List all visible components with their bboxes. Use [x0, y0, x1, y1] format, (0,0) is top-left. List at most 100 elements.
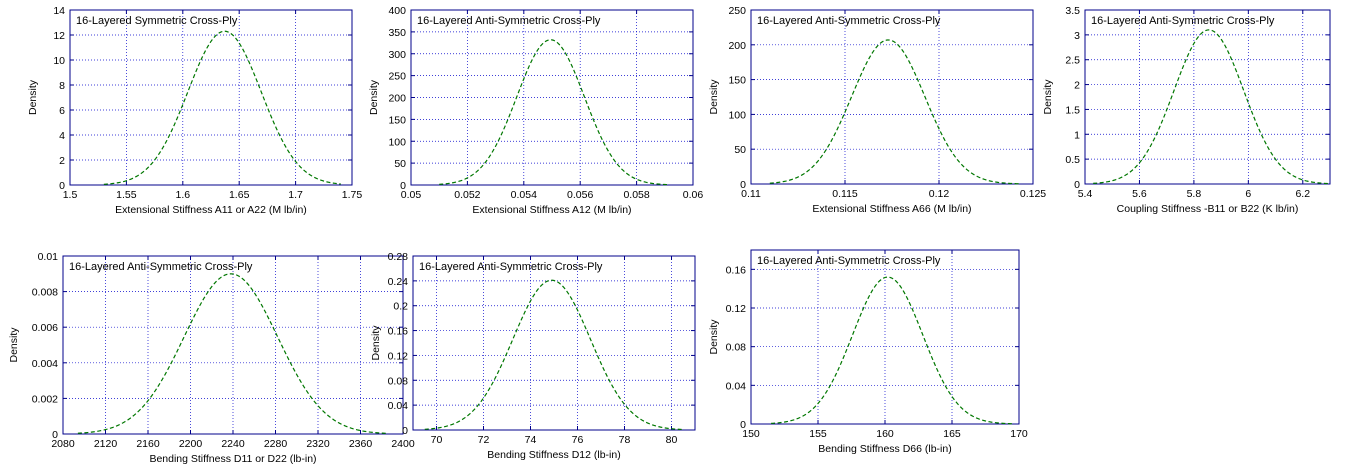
x-tick-label: 2080: [51, 438, 75, 450]
y-tick-label: 3: [1074, 30, 1080, 42]
x-tick-label: 0.05: [401, 189, 422, 201]
x-axis-label: Coupling Stiffness -B11 or B22 (K lb/in): [1117, 203, 1299, 215]
x-tick-label: 2280: [264, 438, 288, 450]
x-tick-label: 2320: [306, 438, 330, 450]
x-tick-label: 5.4: [1078, 188, 1093, 200]
x-tick-label: 1.5: [63, 189, 78, 201]
y-tick-label: 3.5: [1065, 5, 1080, 17]
y-tick-label: 0.006: [32, 322, 58, 334]
x-tick-label: 2360: [349, 438, 373, 450]
x-tick-label: 170: [1010, 428, 1028, 440]
x-tick-label: 0.12: [929, 188, 950, 200]
x-tick-label: 150: [742, 428, 760, 440]
x-tick-label: 160: [876, 428, 894, 440]
x-tick-label: 1.55: [116, 189, 137, 201]
y-tick-label: 0.002: [32, 393, 58, 405]
y-tick-label: 0: [52, 429, 58, 441]
y-tick-label: 0.008: [32, 287, 58, 299]
y-tick-label: 0: [59, 180, 65, 192]
chart-title: 16-Layered Anti-Symmetric Cross-Ply: [1091, 15, 1275, 27]
chart-title: 16-Layered Anti-Symmetric Cross-Ply: [757, 15, 941, 27]
chart-panel-2: 0.05 0.052 0.054 0.056 0.058 0.06 0 50 100 150 200…: [368, 5, 703, 216]
y-tick-label: 2: [59, 155, 65, 167]
x-tick-label: 2120: [94, 438, 118, 450]
y-tick-label: 2: [1074, 80, 1080, 92]
density-curve: [103, 30, 341, 185]
density-curve: [439, 39, 668, 186]
y-tick-label: 0: [740, 179, 746, 191]
x-tick-label: 70: [431, 434, 443, 446]
y-tick-label: 250: [388, 71, 406, 83]
chart-title: 16-Layered Anti-Symmetric Cross-Ply: [417, 15, 601, 27]
x-tick-label: 0.056: [567, 189, 593, 201]
y-tick-label: 200: [728, 40, 746, 52]
y-axis-label: Density: [27, 79, 39, 115]
y-tick-label: 400: [388, 5, 406, 17]
x-tick-label: 2400: [391, 438, 415, 450]
x-tick-label: 0.058: [623, 189, 649, 201]
x-tick-label: 2200: [179, 438, 203, 450]
x-tick-label: 78: [619, 434, 631, 446]
x-tick-label: 0.052: [454, 189, 480, 201]
x-tick-label: 0.125: [1020, 188, 1046, 200]
y-tick-label: 6: [59, 105, 65, 117]
y-tick-label: 150: [728, 75, 746, 87]
y-tick-label: 0.16: [726, 264, 747, 276]
plot-frame: [69, 9, 353, 186]
y-tick-label: 10: [53, 55, 65, 67]
x-tick-label: 72: [478, 434, 490, 446]
y-tick-label: 250: [728, 5, 746, 17]
x-tick-label: 6.2: [1295, 188, 1310, 200]
y-tick-label: 100: [388, 136, 406, 148]
x-axis-label: Bending Stiffness D11 or D22 (lb-in): [149, 453, 316, 465]
y-tick-label: 0.04: [388, 400, 409, 412]
y-tick-label: 0.08: [388, 375, 409, 387]
y-tick-label: 4: [59, 130, 65, 142]
chart-title: 16-Layered Symmetric Cross-Ply: [76, 15, 238, 27]
x-tick-label: 155: [809, 428, 827, 440]
plot-frame: [412, 255, 696, 431]
chart-title: 16-Layered Anti-Symmetric Cross-Ply: [69, 261, 253, 273]
x-tick-label: 5.6: [1132, 188, 1147, 200]
y-tick-label: 0: [400, 180, 406, 192]
chart-panel-6: 70 72 74 76 78 80 0 0.04 0.08 0.12 0.16 0.2 0.24 0.28…: [370, 251, 696, 461]
plot-frame: [750, 9, 1034, 185]
x-tick-label: 1.75: [342, 189, 363, 201]
x-tick-label: 1.7: [288, 189, 303, 201]
x-axis-label: Bending Stiffness D66 (lb-in): [818, 443, 951, 455]
y-tick-label: 50: [734, 144, 746, 156]
y-tick-label: 0.08: [726, 342, 747, 354]
x-tick-label: 1.65: [229, 189, 250, 201]
x-tick-label: 74: [525, 434, 537, 446]
x-tick-label: 6: [1245, 188, 1251, 200]
chart-panel-4: 5.4 5.6 5.8 6 6.2 0 0.5 1 1.5 2 2.5 3 3.5 16-Layered …: [1042, 5, 1331, 215]
y-tick-label: 12: [53, 30, 65, 42]
density-curve: [771, 276, 1013, 425]
y-tick-label: 0.12: [388, 350, 409, 362]
density-curve: [424, 279, 684, 431]
y-tick-label: 150: [388, 114, 406, 126]
y-tick-label: 0: [740, 419, 746, 431]
x-tick-label: 0.06: [683, 189, 704, 201]
y-tick-label: 200: [388, 93, 406, 105]
x-tick-label: 2160: [136, 438, 160, 450]
density-curve: [1093, 29, 1331, 185]
y-axis-label: Density: [1042, 79, 1054, 115]
y-axis-label: Density: [368, 79, 380, 115]
y-tick-label: 1.5: [1065, 104, 1080, 116]
x-axis-label: Bending Stiffness D12 (lb-in): [487, 449, 620, 461]
density-curve: [77, 273, 389, 435]
y-tick-label: 8: [59, 80, 65, 92]
x-tick-label: 0.054: [511, 189, 537, 201]
density-curve: [769, 39, 1020, 185]
x-tick-label: 0.115: [832, 188, 858, 200]
y-tick-label: 2.5: [1065, 55, 1080, 67]
x-tick-label: 1.6: [175, 189, 190, 201]
y-tick-label: 1: [1074, 129, 1080, 141]
y-axis-label: Density: [708, 319, 720, 355]
chart-panel-7: 150 155 160 165 170 0 0.04 0.08 0.12 0.16 16-Layer…: [708, 249, 1028, 455]
x-tick-label: 76: [572, 434, 584, 446]
y-axis-label: Density: [8, 327, 20, 363]
x-tick-label: 80: [666, 434, 678, 446]
